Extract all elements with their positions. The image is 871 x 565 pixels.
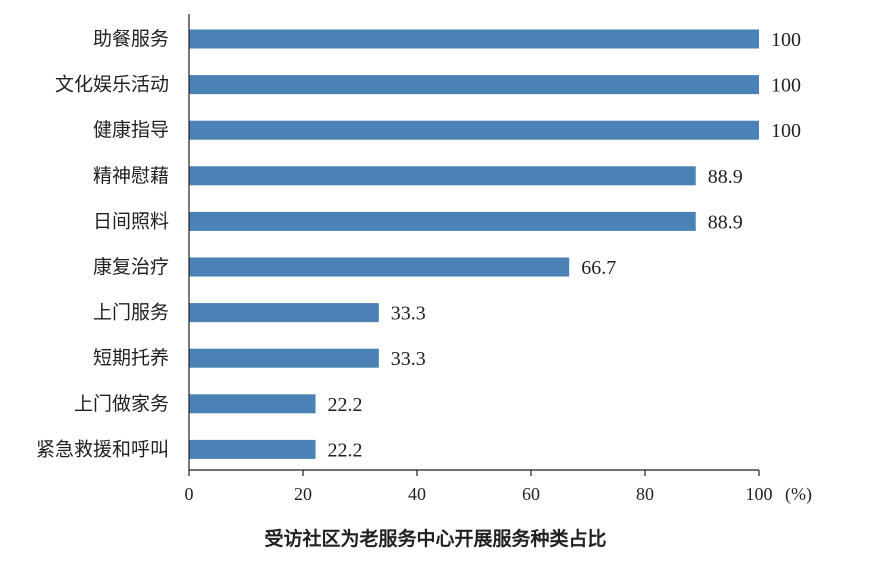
category-label-2: 文化娱乐活动 — [55, 74, 169, 96]
value-label-8: 33.3 — [391, 348, 426, 370]
category-label-8: 短期托养 — [93, 347, 169, 369]
category-labels: 助餐服务文化娱乐活动健康指导精神慰藉日间照料康复治疗上门服务短期托养上门做家务紧… — [36, 28, 169, 460]
value-labels: 100 100 100 88.9 88.9 66.7 33.3 33.3 22.2 22.2 — [328, 29, 801, 461]
category-label-5: 日间照料 — [93, 210, 169, 232]
bar-2 — [189, 75, 759, 95]
category-label-4: 精神慰藉 — [93, 165, 169, 187]
bar-10 — [189, 439, 316, 459]
category-label-6: 康复治疗 — [93, 256, 169, 278]
value-label-2: 100 — [771, 75, 801, 97]
value-label-4: 88.9 — [708, 166, 743, 188]
x-tick-label-80: 80 — [636, 484, 654, 504]
x-tick-label-40: 40 — [408, 484, 426, 504]
x-tick-label-20: 20 — [294, 484, 312, 504]
bar-8 — [189, 348, 379, 368]
value-label-3: 100 — [771, 120, 801, 142]
value-label-9: 22.2 — [328, 394, 363, 416]
category-label-9: 上门做家务 — [74, 393, 169, 415]
category-label-1: 助餐服务 — [93, 28, 169, 50]
bar-7 — [189, 303, 379, 323]
value-label-6: 66.7 — [581, 257, 616, 279]
bar-4 — [189, 166, 696, 186]
category-label-3: 健康指导 — [93, 119, 169, 141]
bar-5 — [189, 211, 696, 231]
bar-9 — [189, 394, 316, 414]
value-label-5: 88.9 — [708, 211, 743, 233]
x-unit-label: (%) — [785, 484, 812, 505]
chart-title: 受访社区为老服务中心开展服务种类占比 — [264, 528, 607, 550]
value-label-1: 100 — [771, 29, 801, 51]
category-label-10: 紧急救援和呼叫 — [36, 438, 169, 460]
bar-6 — [189, 257, 570, 277]
bars-group — [189, 29, 759, 459]
axes: 0 20 40 60 80 100 (%) — [185, 14, 812, 505]
x-tick-label-60: 60 — [522, 484, 540, 504]
value-label-10: 22.2 — [328, 439, 363, 461]
x-tick-label-100: 100 — [746, 484, 773, 504]
bar-1 — [189, 29, 759, 49]
value-label-7: 33.3 — [391, 303, 426, 325]
bar-3 — [189, 120, 759, 140]
category-label-7: 上门服务 — [93, 302, 169, 324]
x-tick-label-0: 0 — [185, 484, 194, 504]
